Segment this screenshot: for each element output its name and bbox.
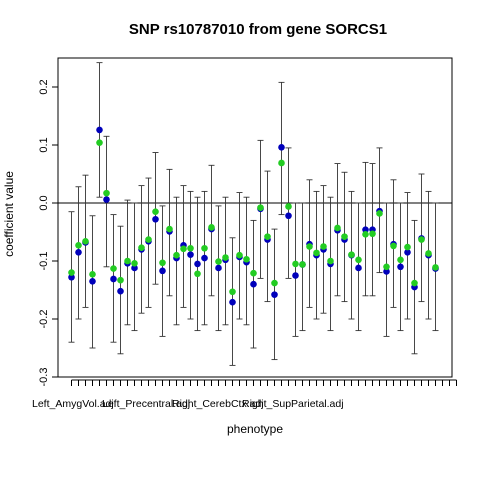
point-green xyxy=(327,257,334,265)
point-green xyxy=(376,210,383,217)
point-blue xyxy=(404,249,411,256)
y-tick-label: -0.2 xyxy=(38,310,50,329)
point-green xyxy=(320,243,327,250)
point-blue xyxy=(117,287,124,295)
point-blue xyxy=(194,260,201,268)
points-layer xyxy=(68,126,439,306)
chart-title: SNP rs10787010 from gene SORCS1 xyxy=(129,21,387,38)
y-tick-label: -0.3 xyxy=(38,368,50,387)
y-tick-label: 0.1 xyxy=(38,137,50,152)
point-blue xyxy=(229,298,236,306)
point-blue xyxy=(362,226,369,233)
point-blue xyxy=(285,212,292,220)
point-green xyxy=(208,224,215,231)
errorbar-layer xyxy=(68,62,439,366)
point-green xyxy=(341,233,348,240)
point-green xyxy=(215,258,222,265)
point-green xyxy=(264,233,271,240)
point-blue xyxy=(201,254,208,262)
x-category-label: Right_CerebCtx.adj xyxy=(172,398,264,410)
point-green xyxy=(306,243,313,250)
point-green xyxy=(229,288,236,296)
x-category-label: Right_SupParietal.adj xyxy=(242,398,344,410)
point-green xyxy=(145,236,152,243)
point-green xyxy=(138,244,145,251)
x-category-label: Left_Precentral.adj xyxy=(102,398,190,410)
y-tick-label: -0.1 xyxy=(38,252,50,271)
point-green xyxy=(334,224,341,232)
point-green xyxy=(278,159,285,167)
point-blue xyxy=(103,196,110,203)
point-green xyxy=(159,259,166,267)
point-blue xyxy=(383,268,390,275)
point-blue xyxy=(96,126,103,134)
point-green xyxy=(418,236,425,243)
point-green xyxy=(355,256,362,264)
point-green xyxy=(173,251,180,259)
point-blue xyxy=(292,272,299,279)
point-green xyxy=(299,261,306,268)
point-green xyxy=(131,260,138,267)
x-axis-label: phenotype xyxy=(227,422,283,436)
point-green xyxy=(236,251,243,259)
point-green xyxy=(187,244,194,252)
point-blue xyxy=(75,249,82,256)
point-blue xyxy=(250,280,257,288)
point-green xyxy=(292,260,299,268)
point-green xyxy=(362,231,369,238)
errorbar xyxy=(292,202,299,337)
point-green xyxy=(397,256,404,264)
point-blue xyxy=(271,291,278,298)
point-green xyxy=(404,243,411,251)
point-blue xyxy=(187,251,194,258)
y-tick-label: 0.0 xyxy=(38,195,50,210)
point-green xyxy=(68,269,75,276)
point-green xyxy=(180,245,187,253)
point-green xyxy=(103,189,110,197)
plot-frame xyxy=(57,57,453,378)
point-green xyxy=(110,265,117,272)
point-blue xyxy=(159,267,166,275)
point-green xyxy=(250,269,257,277)
point-green xyxy=(383,263,390,271)
y-axis: -0.3 -0.2 -0.1 0.0 0.1 0.2 xyxy=(38,79,58,386)
point-green xyxy=(425,250,432,257)
point-green xyxy=(201,244,208,252)
point-blue xyxy=(278,144,285,151)
point-blue xyxy=(110,275,117,283)
point-blue xyxy=(68,273,75,281)
y-axis-label: coefficient value xyxy=(2,171,16,257)
point-green xyxy=(369,230,376,238)
point-blue xyxy=(215,264,222,272)
point-blue xyxy=(131,264,138,272)
point-green xyxy=(313,249,320,257)
point-green xyxy=(411,279,418,287)
point-green xyxy=(75,242,82,249)
point-blue xyxy=(89,278,96,285)
point-green xyxy=(243,255,250,263)
point-green xyxy=(166,225,173,233)
point-blue xyxy=(397,263,404,271)
point-green xyxy=(152,208,159,215)
point-green xyxy=(390,242,397,250)
x-category-label: Left_AmygVol.adj xyxy=(32,398,114,410)
point-green xyxy=(348,251,355,258)
point-green xyxy=(89,271,96,278)
point-green xyxy=(96,139,103,146)
point-green xyxy=(222,254,229,261)
point-green xyxy=(82,237,89,245)
y-tick-label: 0.2 xyxy=(38,79,50,94)
point-green xyxy=(285,203,292,210)
point-green xyxy=(257,204,264,211)
point-blue xyxy=(152,215,159,223)
point-green xyxy=(124,257,131,265)
point-green xyxy=(271,279,278,287)
errorbar xyxy=(404,192,411,320)
point-green xyxy=(432,264,439,271)
point-green xyxy=(117,276,124,284)
point-blue xyxy=(355,264,362,272)
point-green xyxy=(194,270,201,278)
x-axis: Left_AmygVol.adjLeft_Precentral.adjRight… xyxy=(32,379,457,410)
